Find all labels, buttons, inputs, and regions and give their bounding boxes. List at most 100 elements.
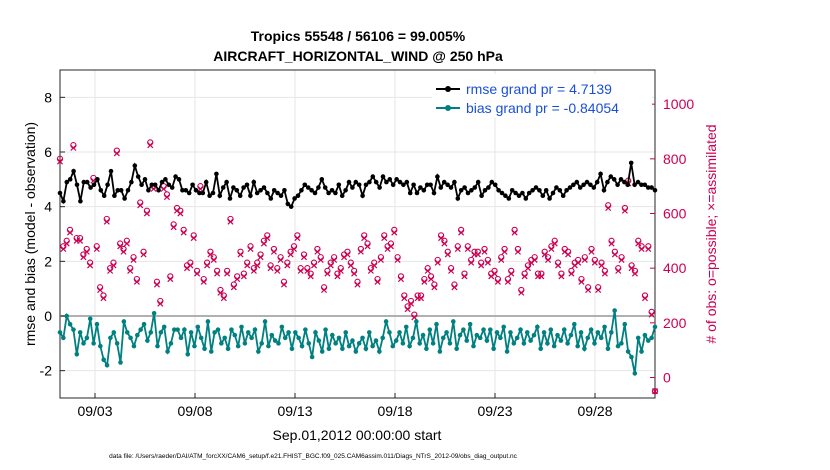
bias-point [242, 341, 248, 346]
obs-assimilated-point [170, 224, 177, 231]
rmse-point [241, 185, 246, 190]
obs-assimilated-point [344, 251, 351, 258]
obs-assimilated-point [87, 262, 94, 269]
obs-assimilated-point [474, 251, 481, 258]
rmse-point [84, 179, 90, 185]
obs-assimilated-point [204, 262, 211, 269]
bias-point [535, 324, 540, 330]
obs-assimilated-point [300, 254, 308, 261]
rmse-point [622, 179, 627, 185]
rmse-point [598, 171, 603, 177]
rmse-point [275, 190, 280, 196]
obs-assimilated-point [337, 267, 344, 274]
bias-point [353, 349, 359, 354]
bias-point [377, 349, 382, 354]
rmse-point [186, 190, 192, 196]
obs-assimilated-point [234, 276, 241, 283]
bias-point [356, 341, 362, 346]
rmse-point [254, 190, 260, 196]
x-tick-label: 09/28 [577, 403, 612, 419]
bias-point [185, 351, 191, 357]
obs-assimilated-point [117, 243, 124, 250]
rmse-point [71, 168, 76, 174]
rmse-point [333, 190, 338, 196]
bias-point [168, 341, 174, 346]
bias-point [138, 327, 143, 332]
bias-point [225, 346, 231, 352]
y-axis-right-label: # of obs: o=possible; ×=assimilated [703, 124, 719, 343]
bias-point [316, 338, 322, 343]
rmse-point [367, 179, 372, 185]
bias-point [104, 362, 110, 368]
obs-assimilated-point [83, 248, 90, 255]
bias-point [467, 321, 473, 327]
rmse-point [605, 179, 610, 185]
bias-point [387, 330, 392, 335]
obs-assimilated-point [227, 218, 234, 225]
bias-point [464, 338, 470, 343]
rmse-point [234, 187, 240, 193]
obs-assimilated-point [387, 243, 394, 250]
rmse-point [346, 179, 352, 185]
bias-point [477, 335, 483, 341]
rmse-point [537, 187, 542, 193]
y-left-tick-label: 8 [44, 89, 52, 105]
bias-point [561, 327, 567, 332]
obs-assimilated-point [431, 284, 438, 291]
obs-assimilated-point [421, 278, 428, 285]
rmse-point [146, 187, 151, 193]
rmse-point [112, 193, 117, 199]
bias-point [329, 332, 335, 338]
bias-point [454, 346, 459, 352]
rmse-point [594, 179, 600, 185]
obs-assimilated-point [478, 262, 485, 269]
obs-assimilated-point [63, 240, 70, 247]
obs-assimilated-point [558, 273, 565, 280]
bias-point [272, 338, 278, 343]
obs-assimilated-point [274, 267, 281, 274]
obs-assimilated-point [538, 273, 545, 280]
rmse-point [445, 182, 450, 188]
obs-assimilated-point [351, 270, 358, 277]
bias-point [326, 346, 332, 352]
rmse-point [74, 182, 80, 188]
obs-assimilated-point [163, 194, 170, 201]
bias-point [524, 330, 530, 335]
bias-point [366, 330, 372, 335]
x-tick-label: 09/03 [77, 403, 112, 419]
obs-assimilated-point [70, 144, 77, 151]
rmse-point [469, 187, 474, 193]
obs-assimilated-point [56, 158, 64, 165]
obs-assimilated-point [113, 150, 120, 157]
bias-point [158, 330, 164, 335]
rmse-point [305, 185, 311, 190]
rmse-point [95, 177, 100, 182]
rmse-point [567, 185, 573, 190]
obs-assimilated-point [428, 276, 435, 283]
bias-point [74, 351, 80, 357]
obs-assimilated-point [93, 246, 100, 253]
rmse-point [414, 190, 420, 196]
bias-point [208, 349, 214, 354]
obs-assimilated-point [468, 259, 475, 266]
bias-point [551, 343, 557, 349]
bias-point [279, 324, 285, 330]
bias-point [582, 346, 587, 352]
bias-point [67, 321, 73, 327]
rmse-point [384, 179, 389, 185]
rmse-point [370, 174, 376, 179]
obs-assimilated-point [605, 205, 612, 212]
bias-point [178, 335, 184, 341]
rmse-point [564, 187, 569, 193]
obs-assimilated-point [127, 267, 134, 274]
bias-point [350, 338, 355, 343]
bias-point [484, 338, 490, 343]
obs-assimilated-point [641, 295, 648, 302]
obs-assimilated-point [648, 311, 655, 318]
rmse-point [373, 179, 379, 185]
rmse-point [571, 182, 576, 188]
bias-point [541, 330, 547, 335]
bias-point [608, 330, 614, 335]
obs-assimilated-point [545, 256, 552, 263]
obs-assimilated-point [133, 278, 140, 285]
